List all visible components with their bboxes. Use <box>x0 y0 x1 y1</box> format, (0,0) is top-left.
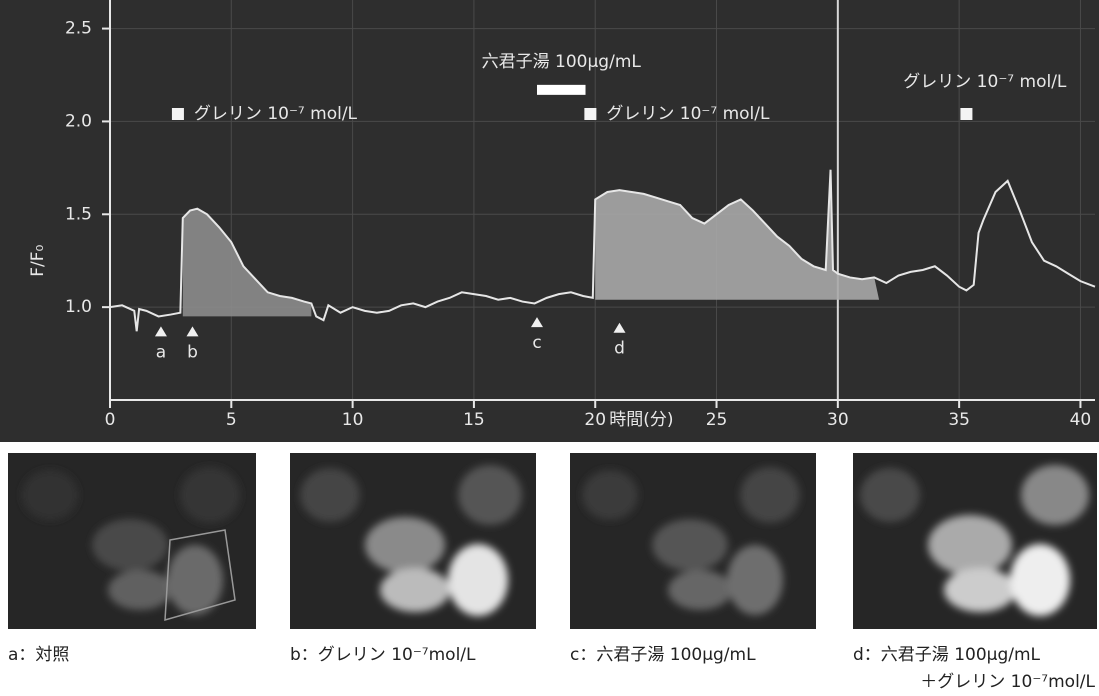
image-caption: d：六君子湯 100μg/mL <box>853 645 1041 665</box>
image-caption: b：グレリン 10⁻⁷mol/L <box>290 645 476 665</box>
x-axis-label: 時間(分) <box>609 410 673 430</box>
event-label: c <box>532 333 541 353</box>
micrographs <box>8 453 1097 629</box>
x-tick-label: 30 <box>827 410 849 430</box>
application-bar <box>537 85 586 95</box>
stimulus-marker <box>960 108 972 120</box>
figure: 1.0 1.5 2.0 2.5 0 5 10 15 20 25 30 35 40 時間(分) F/F₀ a b c… <box>0 0 1099 692</box>
x-tick-label: 5 <box>226 410 237 430</box>
y-tick-label: 2.0 <box>65 111 92 131</box>
y-tick-label: 1.0 <box>65 297 92 317</box>
x-tick-label: 20 <box>584 410 606 430</box>
y-tick-label: 2.5 <box>65 19 92 39</box>
image-caption: a：対照 <box>8 645 69 665</box>
x-tick-label: 40 <box>1070 410 1092 430</box>
x-tick-label: 0 <box>105 410 116 430</box>
stimulus-label: グレリン 10⁻⁷ mol/L <box>606 104 770 124</box>
micrograph-b <box>290 453 536 629</box>
x-tick-label: 15 <box>463 410 485 430</box>
micrograph-c <box>570 453 816 629</box>
image-caption: ＋グレリン 10⁻⁷mol/L <box>920 672 1095 692</box>
micrograph-d <box>853 453 1097 629</box>
stimulus-marker <box>584 108 596 120</box>
y-tick-label: 1.5 <box>65 204 92 224</box>
y-axis-label: F/F₀ <box>28 244 48 276</box>
event-label: d <box>614 339 625 359</box>
x-tick-label: 25 <box>706 410 728 430</box>
x-tick-label: 10 <box>342 410 364 430</box>
stimulus-marker <box>172 108 184 120</box>
stimulus-label: グレリン 10⁻⁷ mol/L <box>903 72 1067 92</box>
event-label: a <box>156 342 166 362</box>
event-label: b <box>187 342 198 362</box>
micrograph-a <box>8 453 256 629</box>
application-label: 六君子湯 100μg/mL <box>482 52 642 72</box>
stimulus-label: グレリン 10⁻⁷ mol/L <box>194 104 358 124</box>
image-caption: c：六君子湯 100μg/mL <box>570 645 756 665</box>
x-tick-label: 35 <box>948 410 970 430</box>
